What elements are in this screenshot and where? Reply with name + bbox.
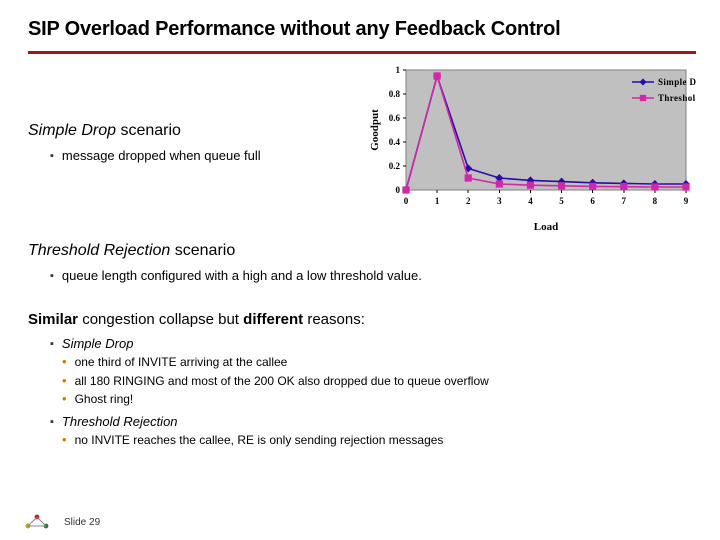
reasons-tr-b1: no INVITE reaches the callee, RE is only… bbox=[62, 431, 696, 449]
svg-text:2: 2 bbox=[466, 196, 471, 206]
threshold-rejection-heading-ital: Threshold Rejection bbox=[28, 242, 170, 259]
reasons-sd-b1: one third of INVITE arriving at the call… bbox=[62, 353, 696, 371]
title-divider bbox=[28, 51, 696, 54]
logo-icon bbox=[24, 514, 50, 530]
svg-text:0.4: 0.4 bbox=[389, 137, 401, 147]
svg-text:0.8: 0.8 bbox=[389, 89, 401, 99]
simple-drop-heading-ital: Simple Drop bbox=[28, 122, 116, 139]
reasons-sd-label: Simple Drop bbox=[50, 336, 696, 351]
svg-text:6: 6 bbox=[590, 196, 595, 206]
svg-text:5: 5 bbox=[559, 196, 564, 206]
svg-text:Threshold Rejection: Threshold Rejection bbox=[658, 93, 696, 103]
reasons-line: Similar congestion collapse but differen… bbox=[28, 311, 696, 328]
reasons-strong1: Similar bbox=[28, 311, 82, 328]
chart-svg: 0 0.2 0.4 0.6 0.8 1 0 1 2 3 4 5 6 7 8 9 Load Goodput Simpl… bbox=[364, 66, 696, 236]
threshold-rejection-bullet: queue length configured with a high and … bbox=[50, 268, 696, 283]
reasons-sd-b2: all 180 RINGING and most of the 200 OK a… bbox=[62, 372, 696, 390]
svg-text:7: 7 bbox=[622, 196, 627, 206]
svg-text:0.6: 0.6 bbox=[389, 113, 401, 123]
slide-number: Slide 29 bbox=[64, 517, 100, 528]
threshold-rejection-heading: Threshold Rejection scenario bbox=[28, 242, 696, 260]
svg-text:4: 4 bbox=[528, 196, 533, 206]
simple-drop-bullet: message dropped when queue full bbox=[50, 148, 358, 163]
svg-text:Load: Load bbox=[534, 221, 558, 233]
svg-text:Goodput: Goodput bbox=[369, 109, 381, 151]
svg-text:0: 0 bbox=[404, 196, 409, 206]
page-title: SIP Overload Performance without any Fee… bbox=[28, 18, 696, 41]
simple-drop-heading: Simple Drop scenario bbox=[28, 122, 358, 140]
reasons-strong2: different bbox=[243, 311, 303, 328]
svg-text:1: 1 bbox=[435, 196, 440, 206]
svg-text:3: 3 bbox=[497, 196, 502, 206]
reasons-reg1: congestion collapse but bbox=[82, 311, 243, 328]
svg-text:9: 9 bbox=[684, 196, 689, 206]
svg-text:0.2: 0.2 bbox=[389, 161, 401, 171]
goodput-chart: 0 0.2 0.4 0.6 0.8 1 0 1 2 3 4 5 6 7 8 9 Load Goodput Simpl… bbox=[364, 66, 696, 236]
svg-text:0: 0 bbox=[396, 185, 401, 195]
reasons-tr-label: Threshold Rejection bbox=[50, 414, 696, 429]
threshold-rejection-heading-rest: scenario bbox=[170, 242, 235, 259]
reasons-sd-b3: Ghost ring! bbox=[62, 390, 696, 408]
reasons-reg2: reasons: bbox=[303, 311, 365, 328]
svg-text:8: 8 bbox=[653, 196, 658, 206]
svg-text:1: 1 bbox=[396, 66, 401, 75]
svg-text:Simple Drop: Simple Drop bbox=[658, 77, 696, 87]
simple-drop-heading-rest: scenario bbox=[116, 122, 181, 139]
